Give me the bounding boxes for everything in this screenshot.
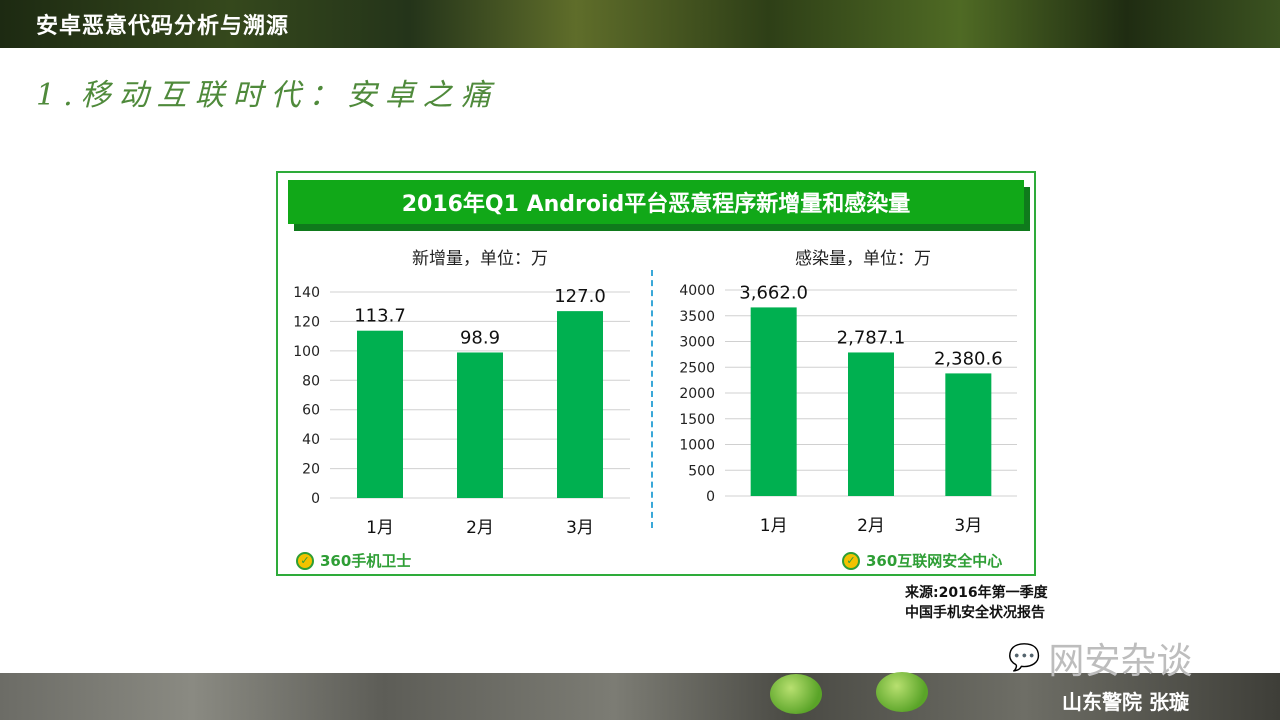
logo-360-mobile: ✓ 360手机卫士	[296, 550, 411, 571]
y-tick-label: 3000	[679, 335, 715, 351]
watermark: 💬 网安杂谈	[1008, 632, 1192, 684]
logo-right-text: 360互联网安全中心	[866, 552, 1003, 570]
data-label: 113.7	[354, 306, 406, 327]
chart-divider	[651, 270, 653, 528]
y-tick-label: 500	[688, 463, 715, 479]
data-label: 2,787.1	[837, 327, 906, 348]
y-tick-label: 1000	[679, 438, 715, 454]
y-tick-label: 140	[293, 285, 320, 301]
green-fruit-decoration	[876, 672, 928, 712]
author-credit: 山东警院 张璇	[1062, 690, 1189, 714]
x-tick-label: 2月	[466, 518, 494, 538]
data-label: 98.9	[460, 327, 500, 348]
section-title: 1.移动互联时代：安卓之痛	[36, 78, 499, 113]
source-line-1: 来源:2016年第一季度	[905, 585, 1048, 601]
360-logo-icon: ✓	[296, 551, 314, 570]
watermark-text: 网安杂谈	[1048, 641, 1193, 682]
bar	[848, 352, 894, 496]
y-tick-label: 60	[302, 403, 320, 419]
chart-title: 感染量，单位：万	[795, 249, 931, 269]
y-tick-label: 1500	[679, 412, 715, 428]
infection-chart: 感染量，单位：万 0 500 1000 1500 2000 2500 3000 3500 4000…	[679, 249, 1017, 536]
top-banner: 安卓恶意代码分析与溯源	[0, 0, 1280, 48]
new-malware-chart: 新增量，单位：万 0 20 40 60 80 100 120 140 113.7 1月 98.9 2月 1…	[293, 249, 630, 538]
bottom-banner	[0, 673, 1280, 720]
chart-title: 新增量，单位：万	[412, 249, 548, 269]
green-fruit-decoration	[770, 674, 822, 714]
y-tick-label: 4000	[679, 283, 715, 299]
bar	[357, 330, 403, 498]
bar	[945, 373, 992, 496]
y-tick-label: 20	[302, 462, 320, 478]
x-tick-label: 2月	[857, 516, 885, 536]
data-label: 2,380.6	[934, 348, 1003, 369]
y-tick-label: 3500	[679, 309, 715, 325]
chart-banner: 2016年Q1 Android平台恶意程序新增量和感染量	[288, 180, 1024, 224]
y-tick-label: 2000	[679, 386, 715, 402]
y-tick-label: 80	[302, 373, 320, 389]
logo-left-text: 360手机卫士	[320, 552, 412, 570]
x-tick-label: 3月	[566, 518, 594, 538]
data-label: 3,662.0	[739, 282, 808, 303]
y-tick-label: 2500	[679, 360, 715, 376]
bar	[457, 352, 503, 498]
x-tick-label: 1月	[366, 518, 394, 538]
source-line-2: 中国手机安全状况报告	[905, 605, 1045, 621]
y-tick-label: 0	[311, 491, 320, 507]
y-tick-label: 120	[293, 314, 320, 330]
data-label: 127.0	[554, 286, 606, 307]
source-note: 来源:2016年第一季度 中国手机安全状况报告	[905, 583, 1048, 623]
wechat-icon: 💬	[1008, 643, 1041, 673]
bar	[750, 307, 797, 496]
presentation-title: 安卓恶意代码分析与溯源	[36, 14, 290, 39]
logo-360-center: ✓ 360互联网安全中心	[842, 550, 1002, 571]
x-tick-label: 3月	[954, 516, 982, 536]
y-tick-label: 0	[706, 489, 715, 505]
bar	[557, 311, 603, 498]
x-tick-label: 1月	[760, 516, 788, 536]
y-tick-label: 40	[302, 432, 320, 448]
y-tick-label: 100	[293, 344, 320, 360]
360-logo-icon: ✓	[842, 551, 860, 570]
